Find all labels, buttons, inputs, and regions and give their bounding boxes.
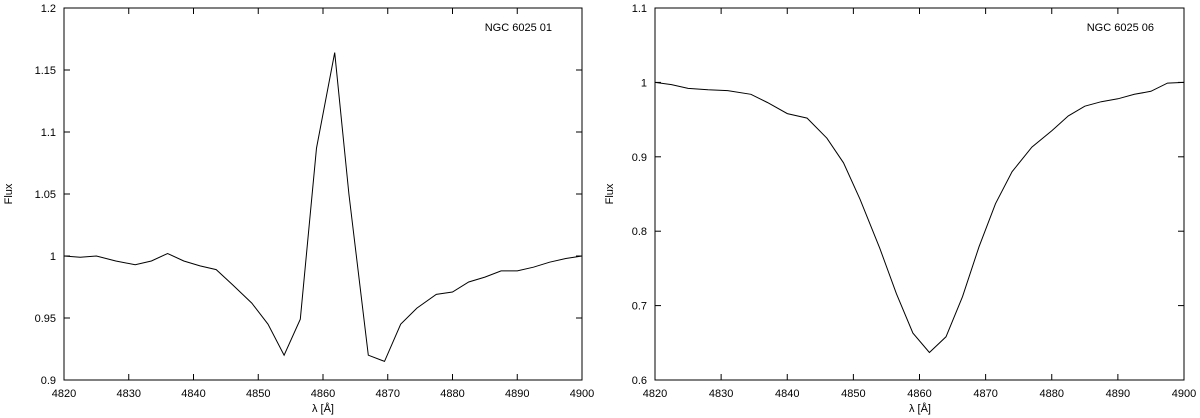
chart-panel-2: 4820 4830 4840 4850 4860 4870 4880 4890 4900 0.6… [604,3,1196,415]
x-tick-label: 4830 [117,388,141,400]
y-axis-label-1: Flux [3,183,15,204]
y-tick-label: 1.1 [41,127,56,139]
y-axis-label-2: Flux [604,183,616,204]
y-tick-label: 1.15 [35,65,56,77]
y-tick-label: 0.9 [41,375,56,387]
x-tick-label: 4840 [775,388,799,400]
x-axis-label-2: λ [Å] [909,402,931,415]
y-tick-label: 0.8 [632,226,647,238]
y-ticks-2: 0.6 0.7 0.8 0.9 1 1.1 [632,3,1184,387]
spectrum-line-1 [63,52,583,363]
x-tick-label: 4870 [376,388,400,400]
x-tick-label: 4890 [505,388,529,400]
x-tick-label: 4900 [570,388,594,400]
x-tick-label: 4860 [907,388,931,400]
legend-title-1: NGC 6025 01 [485,22,552,34]
y-tick-label: 1.05 [35,189,56,201]
x-tick-label: 4890 [1106,388,1130,400]
y-tick-label: 1.2 [41,3,56,15]
legend-title-2: NGC 6025 06 [1087,22,1154,34]
x-ticks-1: 4820 4830 4840 4850 4860 4870 4880 4890 4900 [52,8,594,400]
y-tick-label: 0.6 [632,375,647,387]
chart-panel-1: 4820 4830 4840 4850 4860 4870 4880 4890 4900 0.9… [3,3,594,415]
y-tick-label: 0.95 [35,313,56,325]
x-tick-label: 4880 [440,388,464,400]
y-tick-label: 0.7 [632,301,647,313]
x-tick-label: 4820 [643,388,667,400]
y-ticks-1: 0.9 0.95 1 1.05 1.1 1.15 1.2 [35,3,582,387]
x-tick-label: 4830 [709,388,733,400]
x-ticks-2: 4820 4830 4840 4850 4860 4870 4880 4890 4900 [643,8,1196,400]
spectrum-line-2 [654,81,1185,354]
y-tick-label: 0.9 [632,152,647,164]
x-tick-label: 4900 [1172,388,1196,400]
x-tick-label: 4850 [246,388,270,400]
x-tick-label: 4860 [311,388,335,400]
y-tick-label: 1.1 [632,3,647,15]
x-axis-label-1: λ [Å] [312,402,334,415]
y-tick-label: 1 [50,251,56,263]
x-tick-label: 4880 [1040,388,1064,400]
plot-frame-1 [63,7,583,381]
x-tick-label: 4840 [181,388,205,400]
x-tick-label: 4850 [841,388,865,400]
x-tick-label: 4870 [973,388,997,400]
y-tick-label: 1 [641,77,647,89]
plot-frame-2 [654,7,1185,381]
x-tick-label: 4820 [52,388,76,400]
